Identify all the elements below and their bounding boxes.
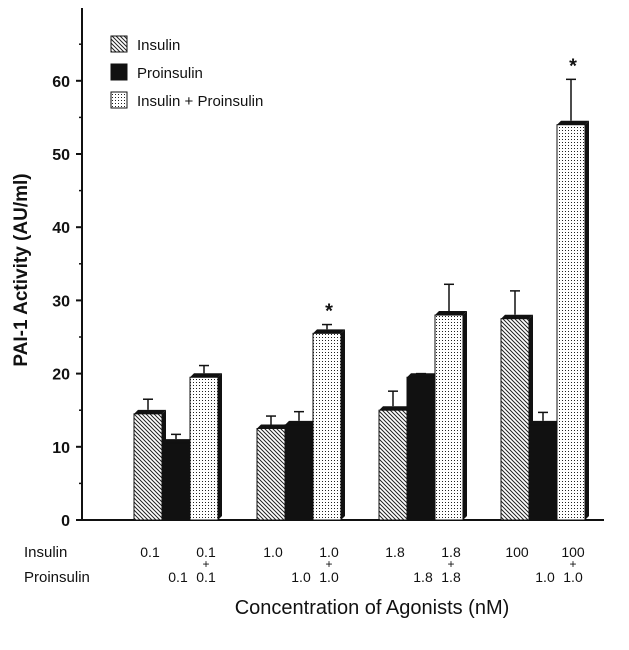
bar-side <box>585 120 589 520</box>
bar-top <box>285 420 317 425</box>
y-tick-label: 50 <box>52 147 70 164</box>
legend-swatch <box>110 91 128 109</box>
legend-swatch <box>110 63 128 81</box>
bar-top <box>379 406 411 411</box>
insulin-concentration-label: 0.1 <box>196 544 216 560</box>
proinsulin-concentration-label: 1.8 <box>441 569 461 585</box>
bar-top <box>313 329 345 334</box>
bar-top <box>162 439 194 444</box>
bar-top <box>407 373 439 378</box>
bar-top <box>557 120 589 125</box>
bar <box>161 442 191 521</box>
bar-top <box>501 314 533 319</box>
plus-sign: + <box>569 557 576 571</box>
insulin-concentration-label: 1.8 <box>385 544 405 560</box>
bar-top <box>190 373 222 378</box>
y-tick-label: 0 <box>61 513 70 530</box>
y-tick-label: 30 <box>52 293 70 310</box>
insulin-concentration-label: 1.0 <box>319 544 339 560</box>
bar <box>133 413 163 521</box>
proinsulin-concentration-label: 1.8 <box>413 569 433 585</box>
bar-side <box>341 329 345 520</box>
plus-sign: + <box>202 557 209 571</box>
bar <box>406 376 436 521</box>
bar <box>312 332 342 521</box>
legend-swatch <box>110 35 128 53</box>
legend-label: Insulin <box>137 37 180 54</box>
bar-top <box>529 420 561 425</box>
proinsulin-concentration-label: 1.0 <box>291 569 311 585</box>
y-tick-label: 10 <box>52 440 70 457</box>
bar-top <box>257 424 289 429</box>
plus-sign: + <box>447 557 454 571</box>
bar-side <box>218 373 222 520</box>
plus-sign: + <box>325 557 332 571</box>
bars: ** <box>133 55 589 521</box>
x-labels: 0.10.10.1+0.11.01.01.0+1.01.81.81.8+1.81… <box>24 544 585 586</box>
bar <box>500 318 530 521</box>
insulin-concentration-label: 0.1 <box>140 544 160 560</box>
insulin-concentration-label: 1.0 <box>263 544 283 560</box>
y-tick-label: 40 <box>52 220 70 237</box>
insulin-concentration-label: 1.8 <box>441 544 461 560</box>
proinsulin-concentration-label: 1.0 <box>319 569 339 585</box>
significance-star: * <box>569 55 577 77</box>
legend-label: Proinsulin <box>137 65 203 82</box>
bar <box>284 424 314 521</box>
bar <box>528 424 558 521</box>
insulin-concentration-label: 100 <box>561 544 585 560</box>
row-label-insulin: Insulin <box>24 544 67 561</box>
legend: Insulin Proinsulin Insulin + Proinsulin <box>110 35 263 110</box>
y-tick-label: 60 <box>52 74 70 91</box>
bar-top <box>134 409 166 414</box>
proinsulin-concentration-label: 0.1 <box>196 569 216 585</box>
y-tick-label: 20 <box>52 367 70 384</box>
insulin-concentration-label: 100 <box>505 544 529 560</box>
proinsulin-concentration-label: 1.0 <box>563 569 583 585</box>
row-label-proinsulin: Proinsulin <box>24 569 90 586</box>
significance-star: * <box>325 301 333 323</box>
bar-side <box>463 311 467 520</box>
proinsulin-concentration-label: 1.0 <box>535 569 555 585</box>
bar <box>556 124 586 521</box>
x-axis-title: Concentration of Agonists (nM) <box>235 597 510 619</box>
bar <box>189 376 219 521</box>
bar <box>378 409 408 521</box>
y-axis-title: PAI-1 Activity (AU/ml) <box>11 173 32 366</box>
bar <box>434 314 464 521</box>
proinsulin-concentration-label: 0.1 <box>168 569 188 585</box>
bar <box>256 428 286 521</box>
legend-label: Insulin + Proinsulin <box>137 93 263 110</box>
bar-top <box>435 311 467 316</box>
